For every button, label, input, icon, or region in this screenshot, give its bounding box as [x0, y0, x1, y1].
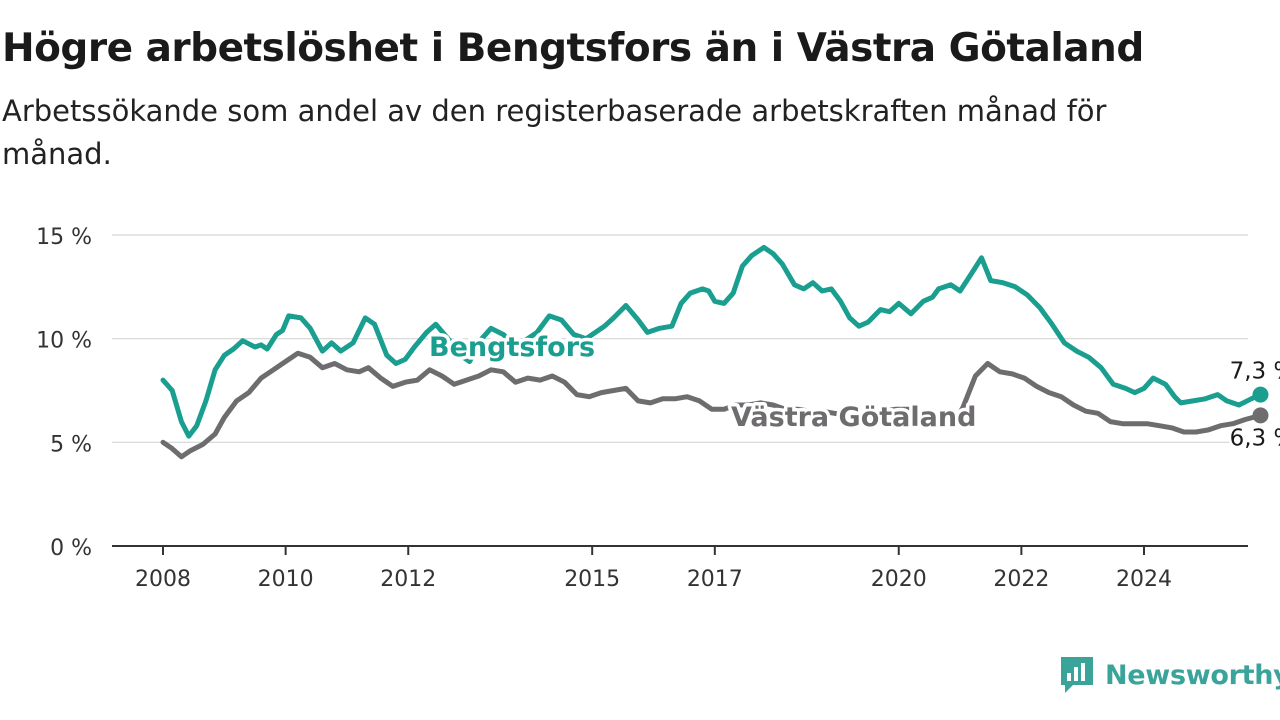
x-axis-ticks: 2008 2010 2012 2015 2017 2020 2022 2024	[135, 546, 1172, 592]
series-end-point	[1252, 407, 1269, 424]
series-end-value-label: 6,3 %	[1230, 425, 1280, 451]
chart-title: Högre arbetslöshet i Bengtsfors än i Väs…	[2, 26, 1144, 71]
y-tick-label: 5 %	[50, 432, 92, 457]
series-line-bengtsfors	[160, 244, 1263, 439]
series-end-value-label: 7,3 %	[1230, 359, 1280, 385]
series-name-label: Bengtsfors	[429, 332, 595, 363]
series-line-vastra-gotaland	[160, 350, 1263, 460]
x-tick-label: 2017	[687, 567, 743, 592]
newsworthy-logo: Newsworthy	[1059, 655, 1280, 695]
series-lines	[160, 244, 1269, 460]
newsworthy-logo-icon	[1061, 657, 1093, 693]
y-tick-label: 15 %	[36, 225, 92, 250]
x-tick-label: 2015	[564, 567, 620, 592]
newsworthy-brand-name: Newsworthy	[1105, 659, 1280, 691]
x-tick-label: 2022	[993, 567, 1049, 592]
x-tick-label: 2008	[135, 567, 191, 592]
series-end-point	[1252, 386, 1269, 403]
y-axis-ticks: 0 % 5 % 10 % 15 %	[36, 225, 92, 561]
series-name-label: Västra Götaland	[731, 402, 976, 433]
x-tick-label: 2024	[1116, 567, 1172, 592]
chart-subtitle: Arbetssökande som andel av den registerb…	[2, 94, 1107, 171]
x-tick-label: 2020	[871, 567, 927, 592]
x-tick-label: 2010	[258, 567, 314, 592]
series-labels: Bengtsfors Västra Götaland 7,3 % 6,3 %	[426, 329, 1280, 454]
y-tick-label: 0 %	[50, 536, 92, 561]
y-tick-label: 10 %	[36, 329, 92, 354]
gridlines	[112, 234, 1248, 547]
x-tick-label: 2012	[380, 567, 436, 592]
